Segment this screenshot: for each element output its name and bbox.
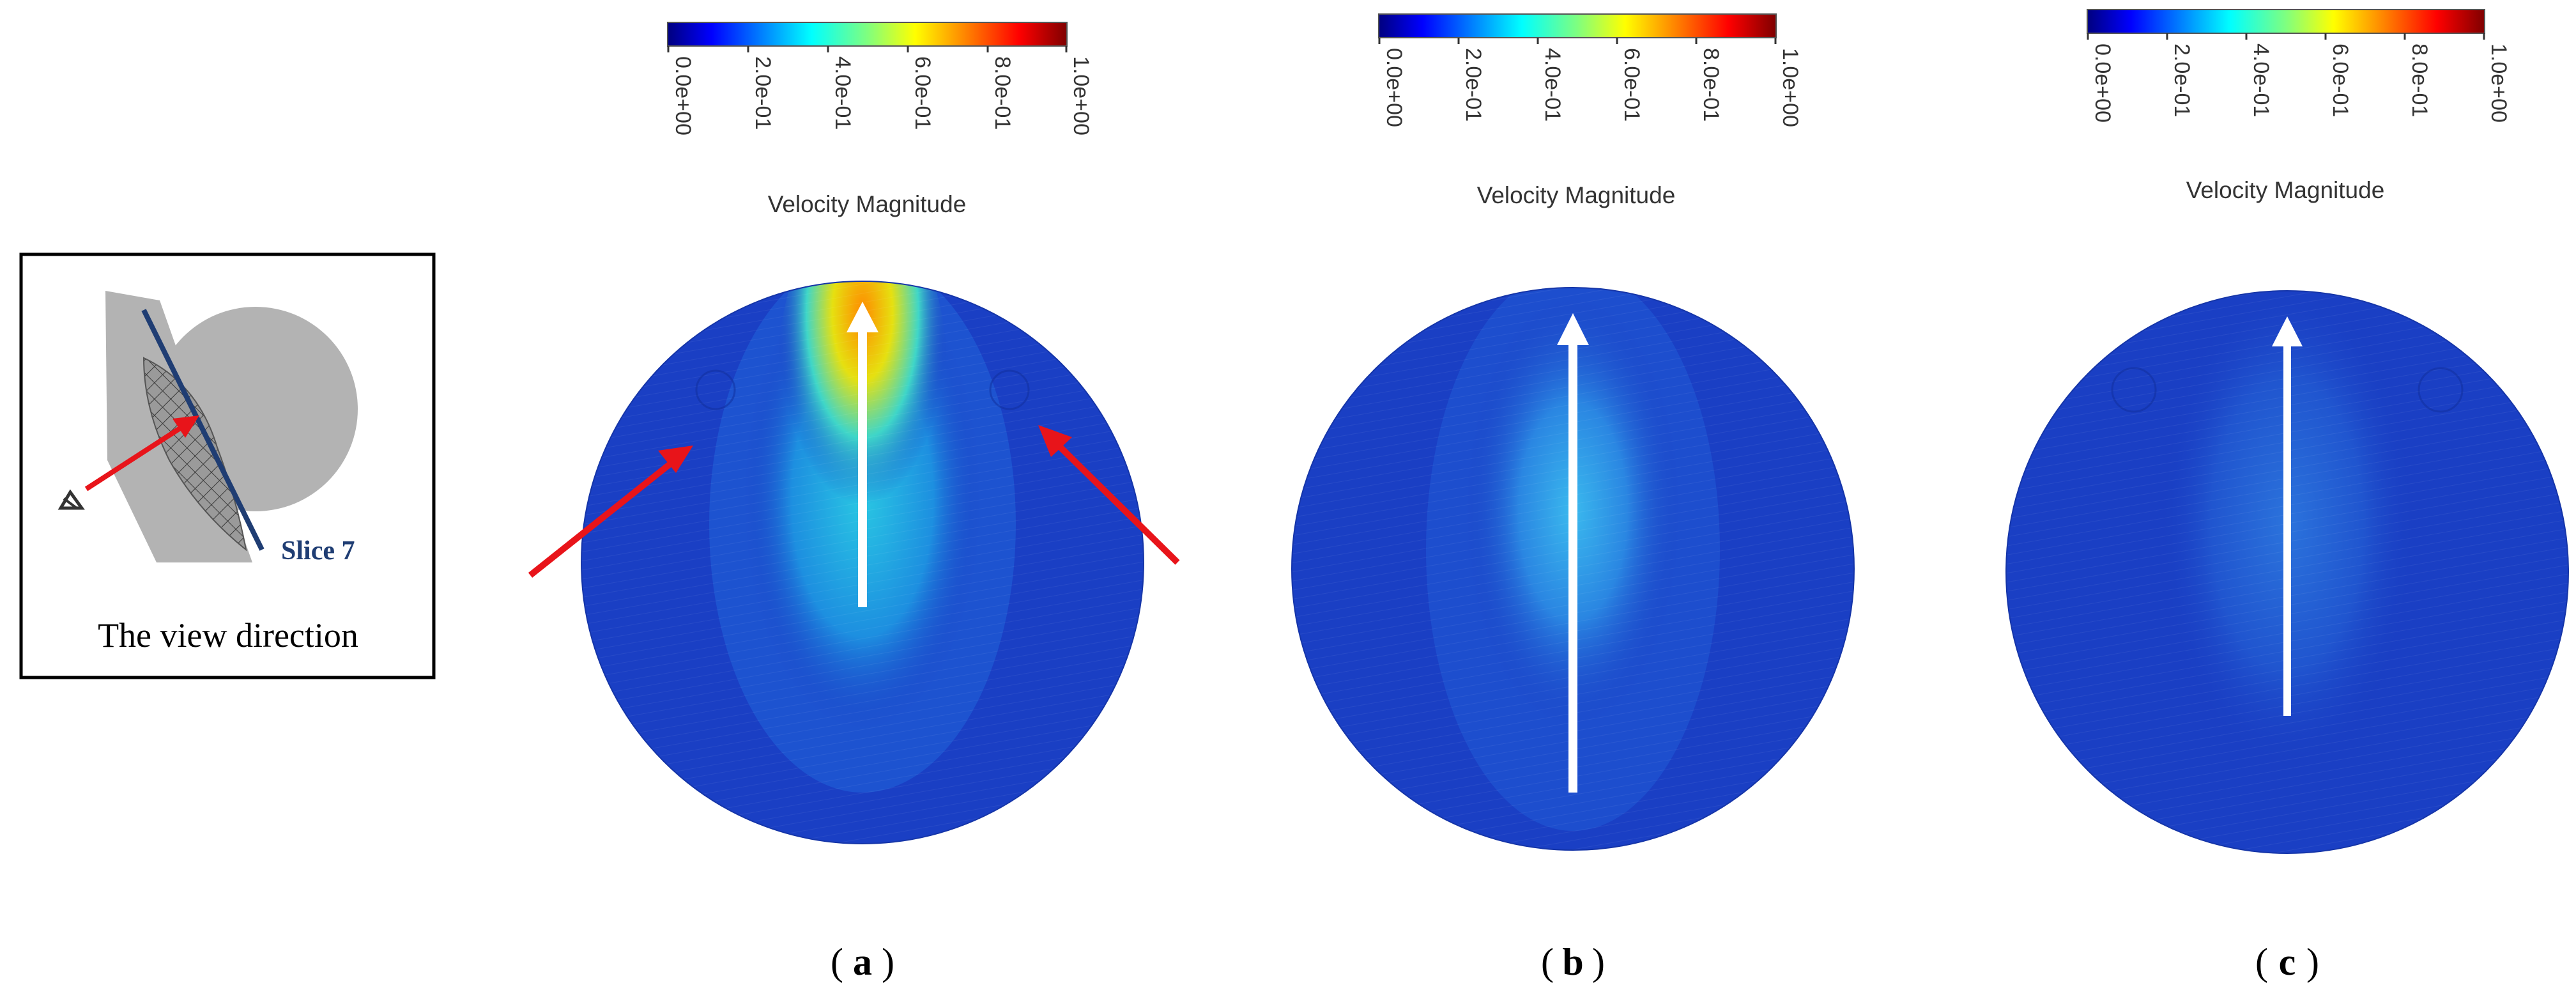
colorbar-a-tick-1: 2.0e-01 <box>751 56 775 130</box>
colorbar-a-tick-4: 8.0e-01 <box>990 56 1015 130</box>
svg-text:(: ( <box>1541 941 1554 983</box>
view-direction-arrow <box>84 424 184 492</box>
panel-a: 0.0e+00 2.0e-01 4.0e-01 6.0e-01 8.0e-01 … <box>528 22 1180 983</box>
svg-text:): ) <box>2306 941 2319 983</box>
colorbar-b-tick-1: 2.0e-01 <box>1461 48 1485 121</box>
colorbar-a-ticks <box>667 46 1068 52</box>
slice-label: Slice 7 <box>281 536 355 566</box>
vortex-arrow-left <box>528 445 693 578</box>
colorbar-c-tick-2: 4.0e-01 <box>2249 43 2273 117</box>
svg-text:c: c <box>2279 941 2296 983</box>
colorbar-b-tick-5: 1.0e+00 <box>1778 48 1802 127</box>
colorbar-c-label: Velocity Magnitude <box>2186 177 2385 203</box>
colorbar-a-tick-3: 6.0e-01 <box>910 56 935 130</box>
colorbar-a-strip <box>667 22 1068 47</box>
colorbar-c-tick-4: 8.0e-01 <box>2407 43 2432 117</box>
panel-label-a: ( a ) <box>831 941 894 983</box>
view-direction-inset: Slice 7 The view direction <box>19 252 436 679</box>
panel-b: 0.0e+00 2.0e-01 4.0e-01 6.0e-01 8.0e-01 … <box>1291 13 1855 983</box>
colorbar-a-tick-5: 1.0e+00 <box>1069 56 1093 136</box>
svg-text:b: b <box>1562 941 1583 983</box>
svg-text:): ) <box>1592 941 1605 983</box>
colorbar-c-tick-3: 6.0e-01 <box>2328 43 2352 117</box>
flow-arrow-a <box>847 302 878 607</box>
slice-line <box>141 309 264 551</box>
mesh-region <box>142 357 247 552</box>
colorbar-b-strip <box>1378 13 1777 38</box>
panel-label-c: ( c ) <box>2255 941 2319 983</box>
colorbar-c-ticks <box>2087 33 2485 40</box>
colorbar-a: 0.0e+00 2.0e-01 4.0e-01 6.0e-01 8.0e-01 … <box>667 22 1093 217</box>
inset-caption: The view direction <box>98 616 358 654</box>
svg-text:): ) <box>882 941 894 983</box>
colorbar-b-tick-2: 4.0e-01 <box>1540 48 1565 121</box>
colorbar-a-label: Velocity Magnitude <box>768 191 967 217</box>
colorbar-b-tick-0: 0.0e+00 <box>1382 48 1406 127</box>
svg-text:(: ( <box>2255 941 2268 983</box>
svg-text:(: ( <box>831 941 843 983</box>
colorbar-c-tick-1: 2.0e-01 <box>2170 43 2194 117</box>
colorbar-b: 0.0e+00 2.0e-01 4.0e-01 6.0e-01 8.0e-01 … <box>1378 13 1802 208</box>
colorbar-c-tick-5: 1.0e+00 <box>2487 43 2511 123</box>
flow-arrow-c <box>2272 316 2303 716</box>
flow-arrow-b <box>1557 313 1589 793</box>
panel-label-b: ( b ) <box>1541 941 1605 983</box>
colorbar-b-label: Velocity Magnitude <box>1477 182 1676 208</box>
colorbar-b-ticks <box>1378 38 1777 44</box>
colorbar-c-tick-0: 0.0e+00 <box>2090 43 2115 123</box>
colorbar-a-tick-2: 4.0e-01 <box>831 56 855 130</box>
colorbar-c: 0.0e+00 2.0e-01 4.0e-01 6.0e-01 8.0e-01 … <box>2087 9 2511 203</box>
colorbar-b-tick-3: 6.0e-01 <box>1620 48 1644 121</box>
colorbar-c-strip <box>2087 9 2485 34</box>
svg-text:a: a <box>853 941 872 983</box>
vortex-arrow-right <box>1038 425 1180 565</box>
colorbar-b-tick-4: 8.0e-01 <box>1699 48 1723 121</box>
eye-icon <box>57 489 85 510</box>
colorbar-a-tick-0: 0.0e+00 <box>671 56 695 136</box>
panel-c: 0.0e+00 2.0e-01 4.0e-01 6.0e-01 8.0e-01 … <box>2005 9 2569 983</box>
